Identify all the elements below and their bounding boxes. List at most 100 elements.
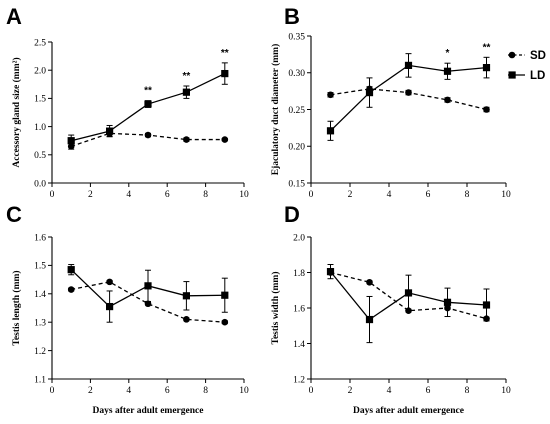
y-tick-label: 2.0 — [34, 67, 46, 77]
data-point-sd — [67, 286, 75, 293]
panel-a: A 0 2 4 6 8 10 0.0 0.5 1.0 1.5 2.0 2.5 Accessory glan… — [6, 4, 249, 200]
significance-label: ** — [183, 71, 191, 82]
x-tick-label: 8 — [465, 190, 470, 200]
x-tick-label: 10 — [501, 190, 511, 200]
y-axis-label: Testis width (mm) — [270, 271, 281, 344]
y-tick-label: 0.30 — [288, 69, 305, 79]
x-tick-label: 8 — [203, 190, 208, 200]
y-tick-label: 1.3 — [34, 319, 46, 329]
y-tick-label: 1.4 — [293, 340, 305, 350]
y-tick-label: 1.0 — [34, 123, 46, 133]
x-tick-label: 10 — [239, 190, 249, 200]
x-tick-label: 4 — [126, 386, 131, 396]
y-tick-label: 1.2 — [34, 347, 46, 357]
x-tick-label: 2 — [88, 190, 93, 200]
x-tick-label: 6 — [165, 190, 170, 200]
x-tick-label: 0 — [50, 190, 55, 200]
series-ld — [326, 53, 491, 141]
data-point-sd — [183, 136, 190, 143]
data-point-ld — [221, 69, 229, 78]
y-tick-label: 2.0 — [293, 233, 305, 243]
data-point-ld — [182, 292, 190, 300]
y-tick-label: 0.25 — [288, 106, 305, 116]
x-tick-label: 10 — [239, 386, 249, 396]
data-point-ld — [326, 268, 335, 276]
legend: SD LD — [508, 50, 546, 82]
data-point-sd — [144, 300, 152, 308]
data-point-ld — [443, 298, 452, 306]
panel-c: C 0 2 4 6 8 10 1.1 1.2 1.3 1.4 1.5 1.6 Testis length … — [6, 202, 249, 416]
y-tick-label: 1.6 — [293, 304, 305, 314]
data-point-ld — [67, 266, 75, 274]
series-sd — [327, 85, 490, 113]
data-point-ld — [221, 291, 229, 299]
x-tick-label: 4 — [126, 190, 131, 200]
y-tick-label: 1.1 — [34, 375, 46, 385]
data-point-ld — [326, 127, 335, 135]
data-point-ld — [182, 88, 190, 96]
data-point-ld — [106, 127, 114, 135]
data-point-ld — [106, 302, 114, 311]
y-tick-label: 2.5 — [34, 38, 46, 48]
x-tick-label: 8 — [203, 386, 208, 396]
series-ld — [67, 62, 229, 147]
data-point-sd — [183, 316, 190, 323]
x-tick-label: 0 — [309, 190, 314, 200]
panel-d: D 0 2 4 6 8 10 1.2 1.4 1.6 1.8 2.0 Testis width (mm)… — [270, 202, 511, 416]
x-tick-label: 2 — [348, 190, 353, 200]
data-point-sd — [366, 278, 373, 286]
x-tick-label: 0 — [50, 386, 55, 396]
legend-marker-ld — [508, 71, 516, 79]
y-tick-label: 1.5 — [34, 262, 46, 272]
y-axis-label: Accessory gland size (mm²) — [11, 57, 22, 167]
data-point-sd — [144, 131, 152, 139]
y-tick-label: 0.20 — [288, 143, 305, 153]
y-tick-label: 0.0 — [34, 179, 46, 189]
data-point-sd — [106, 278, 113, 286]
data-point-ld — [365, 88, 374, 97]
series-ld — [326, 264, 491, 344]
legend-label-ld: LD — [530, 70, 545, 82]
data-point-sd — [483, 106, 490, 113]
data-point-ld — [443, 67, 452, 75]
x-tick-label: 8 — [465, 386, 470, 396]
y-axis-label: Testis length (mm) — [11, 270, 22, 345]
series-sd — [67, 278, 229, 326]
x-tick-label: 2 — [348, 386, 353, 396]
panel-letter: A — [6, 4, 22, 29]
significance-label: ** — [144, 86, 152, 97]
significance-label: * — [446, 48, 450, 59]
y-axis-label: Ejaculatory duct diameter (mm) — [270, 44, 281, 175]
series-line-sd — [330, 271, 487, 320]
x-tick-label: 4 — [387, 386, 392, 396]
panel-letter: D — [284, 202, 300, 227]
y-tick-label: 1.2 — [293, 375, 305, 385]
legend-marker-sd — [508, 51, 516, 59]
data-point-ld — [404, 289, 413, 297]
panel-letter: B — [284, 4, 300, 29]
data-point-sd — [221, 318, 229, 326]
data-point-ld — [365, 315, 374, 324]
data-point-sd — [221, 136, 229, 143]
y-tick-label: 1.5 — [34, 95, 46, 105]
data-point-sd — [405, 89, 412, 96]
data-point-ld — [67, 137, 75, 145]
x-tick-label: 4 — [387, 190, 392, 200]
y-tick-label: 0.15 — [288, 179, 305, 189]
x-tick-label: 6 — [165, 386, 170, 396]
significance-label: ** — [483, 42, 491, 53]
y-tick-label: 1.8 — [293, 269, 305, 279]
series-ld — [67, 264, 229, 323]
x-tick-label: 10 — [501, 386, 511, 396]
data-point-ld — [482, 64, 491, 72]
x-tick-label: 0 — [309, 386, 314, 396]
data-point-ld — [144, 100, 152, 108]
x-tick-label: 6 — [426, 386, 431, 396]
data-point-ld — [144, 282, 152, 290]
data-point-sd — [444, 96, 451, 104]
x-tick-label: 6 — [426, 190, 431, 200]
data-point-ld — [482, 301, 491, 309]
data-point-sd — [327, 91, 334, 99]
y-tick-label: 1.4 — [34, 290, 46, 300]
